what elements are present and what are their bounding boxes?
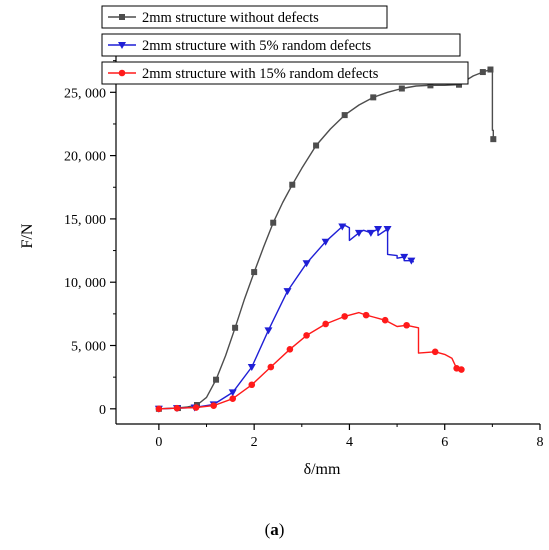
plot-axes: 0 2 4 6 8 0 5, 000 10, 000 15, 000 20, 000 25, 000 [64, 48, 544, 450]
x-tick-label: 8 [537, 435, 544, 450]
data-point [248, 381, 256, 389]
data-point [381, 316, 389, 324]
legend-box [101, 5, 388, 29]
data-point [192, 404, 200, 411]
legend: 2mm structure without defects 2mm structu… [101, 5, 469, 85]
legend-box [101, 61, 469, 85]
data-point [370, 94, 377, 101]
legend-marker [118, 42, 126, 49]
series-3 [155, 311, 465, 413]
series-line [158, 311, 462, 410]
data-point [302, 260, 311, 268]
data-point [213, 376, 220, 383]
data-point [338, 223, 347, 231]
data-point [407, 257, 416, 265]
data-point [431, 348, 439, 356]
data-point [487, 66, 494, 73]
data-point [286, 346, 294, 353]
y-tick-label: 10, 000 [64, 276, 106, 291]
legend-marker [118, 69, 126, 77]
data-point [228, 389, 237, 397]
data-point [303, 332, 310, 339]
data-point [479, 69, 486, 76]
y-tick-label: 15, 000 [64, 213, 106, 228]
data-point [210, 402, 217, 409]
x-tick-label: 2 [251, 435, 258, 450]
data-point [427, 82, 434, 89]
legend-label: 2mm structure with 5% random defects [142, 38, 371, 54]
data-point [398, 85, 405, 92]
data-point [403, 321, 410, 329]
data-point [321, 238, 330, 246]
data-point [354, 229, 363, 237]
data-point [173, 404, 181, 412]
data-point [155, 405, 163, 413]
data-point [247, 364, 256, 372]
y-axis-title: F/N [19, 223, 36, 248]
y-tick-label: 0 [99, 403, 106, 418]
data-point [383, 226, 392, 234]
data-point [267, 363, 275, 371]
legend-box [101, 33, 461, 57]
data-point [456, 81, 463, 88]
data-point [283, 288, 292, 296]
line-chart: 0 2 4 6 8 0 5, 000 10, 000 15, 000 20, 000 25, 000… [19, 5, 544, 478]
series-line [158, 224, 415, 410]
data-point [490, 136, 497, 143]
caption-letter: a [270, 520, 279, 539]
x-tick-label: 4 [346, 435, 353, 450]
data-point [400, 253, 409, 261]
legend-label: 2mm structure without defects [142, 10, 319, 26]
data-point [341, 313, 348, 320]
x-axis-title: δ/mm [304, 461, 341, 478]
data-point [232, 324, 239, 331]
data-point [374, 226, 383, 234]
data-point [289, 181, 296, 188]
series-line [158, 68, 494, 410]
figure-caption: (a) [264, 520, 285, 539]
legend-marker [119, 14, 125, 20]
data-point [341, 112, 348, 119]
x-tick-label: 0 [155, 435, 162, 450]
series-layer [154, 66, 497, 413]
y-tick-label: 5, 000 [71, 340, 106, 355]
data-point [366, 229, 375, 237]
data-point [322, 320, 329, 328]
legend-label: 2mm structure with 15% random defects [142, 66, 379, 82]
y-tick-label: 25, 000 [64, 86, 106, 101]
data-point [458, 366, 465, 373]
data-point [264, 327, 273, 335]
data-point [229, 395, 237, 402]
data-point [362, 311, 370, 319]
data-point [313, 142, 320, 149]
y-tick-label: 20, 000 [64, 150, 106, 165]
data-point [251, 269, 258, 276]
x-tick-label: 6 [441, 435, 448, 450]
data-point [270, 219, 277, 226]
